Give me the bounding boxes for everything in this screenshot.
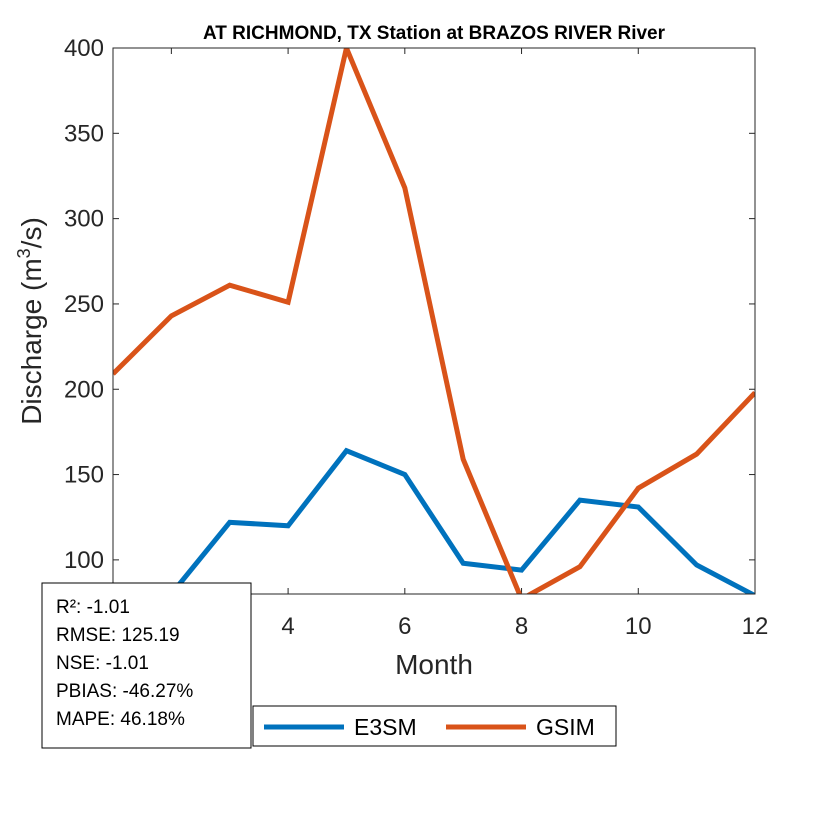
chart-title: AT RICHMOND, TX Station at BRAZOS RIVER … [203,23,666,44]
y-tick-label: 350 [64,120,104,147]
stats-label: PBIAS: [56,681,117,702]
y-tick-label: 150 [64,462,104,489]
y-tick-label: 100 [64,547,104,574]
x-tick-label: 4 [281,613,294,640]
y-tick-label: 400 [64,35,104,62]
series-line-e3sm [166,447,755,594]
stats-box: R²: -1.01 RMSE: 125.19 NSE: -1.01 PBIAS: -4… [41,582,252,749]
stats-value: -1.01 [81,597,130,618]
stats-label: RMSE: [56,625,116,646]
y-tick-label: 250 [64,291,104,318]
stats-label: R²: [56,597,81,618]
stats-line: RMSE: 125.19 [56,625,180,646]
x-tick-label: 6 [398,613,411,640]
legend-label-gsim: GSIM [536,714,595,740]
stats-value: -46.27% [117,681,193,702]
x-axis-label: Month [395,649,473,680]
plot-frame [112,47,756,595]
legend-label-e3sm: E3SM [354,714,417,740]
stats-value: -1.01 [100,653,149,674]
legend-entries: E3SM GSIM [264,714,595,740]
stats-value: 125.19 [116,625,179,646]
stats-line: NSE: -1.01 [56,653,149,674]
stats-label: NSE: [56,653,100,674]
x-tick-label: 12 [742,613,769,640]
stats-box-frame [41,582,252,749]
y-axis-label-tail: /s) [16,217,47,248]
x-tick-label: 8 [515,613,528,640]
y-axis-label-superscript: 3 [14,248,34,258]
y-tick-label: 200 [64,376,104,403]
legend: E3SM GSIM [252,705,617,747]
y-axis-label-base: Discharge (m [16,258,47,424]
series-line-gsim [113,48,755,594]
stats-line: MAPE: 46.18% [56,709,185,730]
y-axis-label: Discharge (m3/s) [14,217,47,425]
stats-line: PBIAS: -46.27% [56,681,193,702]
x-tick-label: 10 [625,613,652,640]
series-layer [113,48,755,594]
stats-lines: R²: -1.01 RMSE: 125.19 NSE: -1.01 PBIAS: -4… [56,597,193,730]
y-tick-label: 300 [64,206,104,233]
stats-line: R²: -1.01 [56,597,130,618]
stats-value: 46.18% [115,709,185,730]
stats-label: MAPE: [56,709,115,730]
